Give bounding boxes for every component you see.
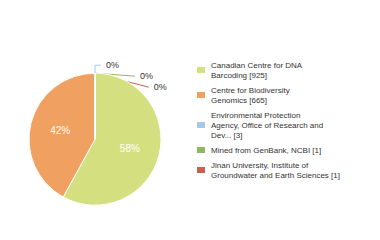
svg-text:Groundwater and Earth Sciences: Groundwater and Earth Sciences [1]: [211, 171, 340, 180]
svg-text:Genomics [665]: Genomics [665]: [211, 96, 267, 105]
svg-text:Barcoding [925]: Barcoding [925]: [211, 71, 267, 80]
svg-text:Canadian Centre for DNA: Canadian Centre for DNA: [211, 61, 303, 70]
svg-text:Environmental Protection: Environmental Protection: [211, 111, 300, 120]
svg-text:Centre for Biodiversity: Centre for Biodiversity: [211, 86, 290, 95]
svg-text:0%: 0%: [154, 82, 167, 92]
svg-text:58%: 58%: [120, 143, 140, 154]
svg-text:Agency, Office of Research and: Agency, Office of Research and: [211, 121, 323, 130]
svg-text:Jinan University, Institute of: Jinan University, Institute of: [211, 161, 309, 170]
svg-text:42%: 42%: [50, 125, 70, 136]
svg-text:0%: 0%: [106, 60, 119, 70]
svg-text:Dev... [3]: Dev... [3]: [211, 131, 242, 140]
svg-text:0%: 0%: [140, 71, 153, 81]
svg-text:Mined from GenBank, NCBI [1]: Mined from GenBank, NCBI [1]: [211, 146, 321, 155]
